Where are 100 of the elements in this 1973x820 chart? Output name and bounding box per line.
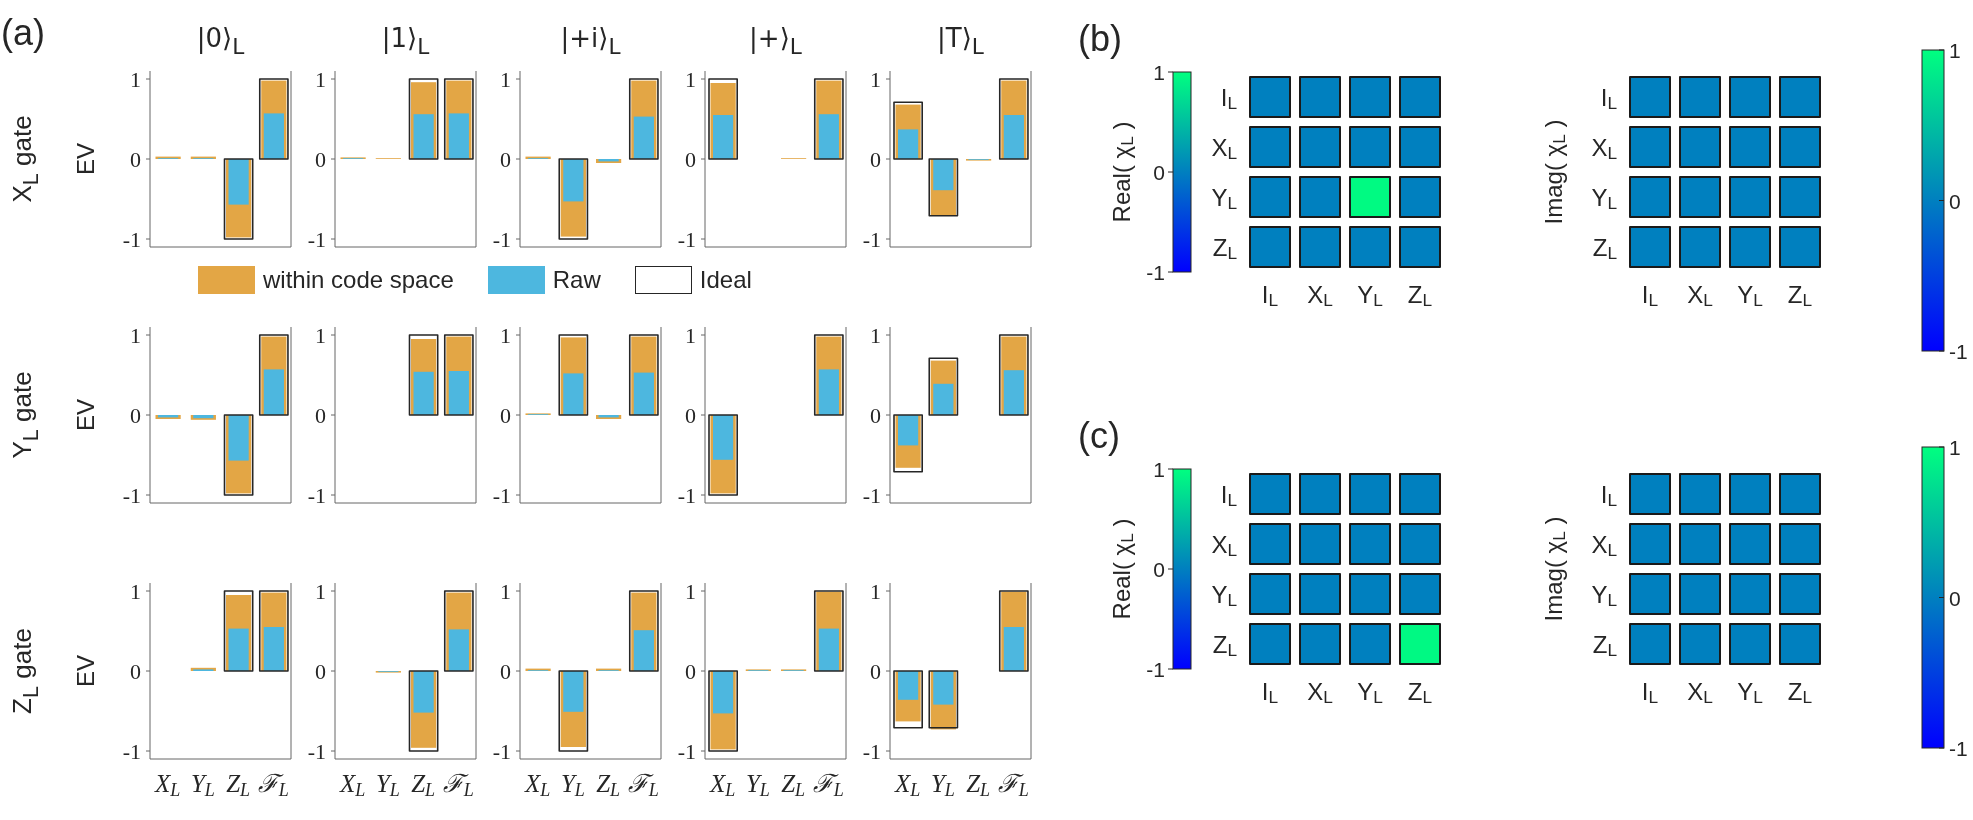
color-bar-label: 0 [1153,557,1165,581]
y-tick-label: Z$_{L}$ [1592,233,1618,264]
legend-label: within code space [263,266,454,294]
color-bar-label: -1 [1949,339,1968,363]
y-tick-label: -1 [862,226,881,252]
y-axis-title: EV [72,398,100,432]
x-tick-label: X$_{L}$ [338,769,366,800]
x-tick-label: Y$_{L}$ [930,769,955,800]
x-tick-label: Z$_{L}$ [966,769,991,800]
x-tick-label: Z$_{L}$ [1407,280,1433,311]
x-tick-label: X$_{L}$ [1307,280,1334,311]
x-tick-label: I$_{L}$ [1641,677,1659,708]
chart-title: |+⟩$_{L}$ [749,23,802,60]
x-tick-label: Z$_{L}$ [226,769,251,800]
y-tick-label: 1 [870,578,881,604]
y-tick-label: 0 [315,402,326,428]
color-bar-label: -1 [1146,657,1165,681]
y-tick-label: X$_{L}$ [1211,530,1238,561]
color-bar-label: 0 [1153,160,1165,184]
chart-title: |0⟩$_{L}$ [196,23,245,60]
y-tick-label: -1 [862,738,881,764]
y-tick-label: 0 [685,658,696,684]
y-tick-label: I$_{L}$ [1600,83,1618,114]
x-tick-label: X$_{L}$ [1687,677,1714,708]
y-tick-label: 0 [130,402,141,428]
x-tick-label: Z$_{L}$ [781,769,806,800]
color-bar-label: 1 [1153,60,1165,84]
y-tick-label: -1 [677,226,696,252]
y-tick-label: I$_{L}$ [1600,480,1618,511]
y-tick-label: 1 [500,578,511,604]
y-tick-label: 0 [870,658,881,684]
y-tick-label: -1 [677,738,696,764]
x-tick-label: Y$_{L}$ [190,769,215,800]
chart-title: |+i⟩$_{L}$ [560,23,621,60]
y-tick-label: -1 [307,482,326,508]
text: (a) [1,12,45,54]
legend-label: Ideal [699,266,752,294]
x-tick-label: X$_{L}$ [1687,280,1714,311]
y-tick-label: 0 [870,146,881,172]
text: (c) [1078,414,1120,456]
y-tick-label: 1 [315,66,326,92]
y-tick-label: -1 [307,226,326,252]
x-tick-label: Z$_{L}$ [1407,677,1433,708]
y-tick-label: 1 [315,322,326,348]
x-tick-label: X$_{L}$ [523,769,551,800]
color-bar-label: 1 [1949,38,1961,62]
y-tick-label: 0 [130,146,141,172]
y-tick-label: 1 [130,578,141,604]
y-tick-label: -1 [307,738,326,764]
y-tick-label: 1 [870,66,881,92]
color-bar-label: -1 [1146,260,1165,284]
y-tick-label: 1 [870,322,881,348]
y-tick-label: 0 [685,402,696,428]
x-tick-label: I$_{L}$ [1261,280,1279,311]
x-tick-label: Y$_{L}$ [375,769,400,800]
y-tick-label: X$_{L}$ [1591,530,1618,561]
y-tick-label: 1 [500,66,511,92]
x-tick-label: ℱ$_{L}$ [627,769,659,800]
y-tick-label: -1 [492,482,511,508]
y-axis-title: EV [72,142,100,176]
color-bar-label: 0 [1949,189,1961,212]
y-tick-label: 1 [130,322,141,348]
y-tick-label: Z$_{L}$ [1592,630,1618,661]
y-tick-label: 0 [315,658,326,684]
x-tick-label: Z$_{L}$ [411,769,436,800]
x-tick-label: X$_{L}$ [1307,677,1334,708]
y-tick-label: 0 [500,402,511,428]
x-tick-label: ℱ$_{L}$ [257,769,289,800]
color-bar-label: -1 [1949,736,1968,760]
y-tick-label: X$_{L}$ [1211,133,1238,164]
y-tick-label: Y$_{L}$ [1591,183,1618,214]
y-tick-label: -1 [122,226,141,252]
x-tick-label: ℱ$_{L}$ [997,769,1029,800]
y-tick-label: -1 [122,482,141,508]
y-tick-label: -1 [492,738,511,764]
y-tick-label: 1 [685,322,696,348]
y-tick-label: 0 [870,402,881,428]
x-tick-label: X$_{L}$ [893,769,921,800]
x-tick-label: I$_{L}$ [1641,280,1659,311]
y-tick-label: Y$_{L}$ [1211,580,1238,611]
y-tick-label: 1 [315,578,326,604]
y-tick-label: 0 [500,658,511,684]
x-tick-label: Z$_{L}$ [1787,280,1813,311]
x-tick-label: I$_{L}$ [1261,677,1279,708]
y-tick-label: X$_{L}$ [1591,133,1618,164]
y-tick-label: -1 [492,226,511,252]
y-tick-label: 0 [315,146,326,172]
y-axis-title: EV [72,654,100,688]
color-bar-label: 1 [1153,457,1165,481]
y-tick-label: 0 [685,146,696,172]
x-tick-label: X$_{L}$ [153,769,181,800]
y-tick-label: Y$_{L}$ [1591,580,1618,611]
y-tick-label: Z$_{L}$ [1212,630,1238,661]
x-tick-label: Y$_{L}$ [560,769,585,800]
x-tick-label: Y$_{L}$ [1357,280,1384,311]
x-tick-label: Y$_{L}$ [745,769,770,800]
y-tick-label: I$_{L}$ [1220,480,1238,511]
y-tick-label: -1 [677,482,696,508]
x-tick-label: Z$_{L}$ [1787,677,1813,708]
y-tick-label: Y$_{L}$ [1211,183,1238,214]
